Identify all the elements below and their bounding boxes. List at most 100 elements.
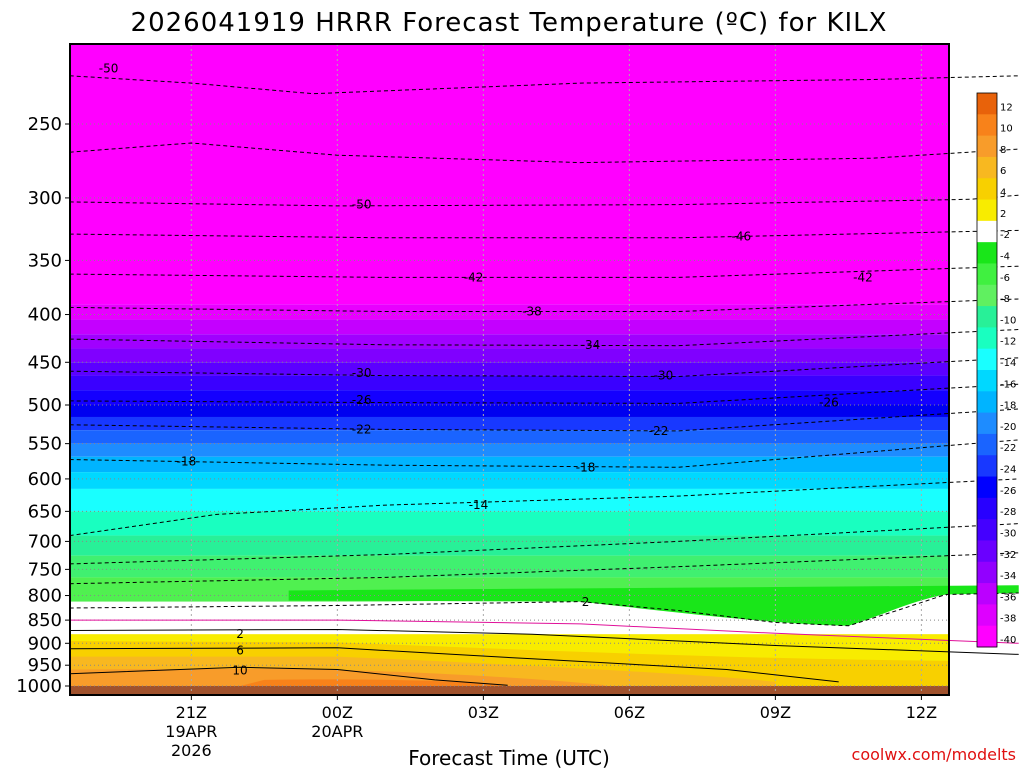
colorbar-swatch bbox=[977, 306, 997, 328]
x-axis-label: Forecast Time (UTC) bbox=[408, 746, 610, 768]
colorbar-label: -6 bbox=[1000, 273, 1010, 284]
band-8-10 bbox=[70, 668, 606, 686]
band-minus-28 bbox=[70, 390, 949, 405]
colorbar-swatch bbox=[977, 455, 997, 478]
colorbar-swatch bbox=[977, 242, 997, 264]
band-minus-12 bbox=[70, 511, 949, 536]
colorbar-label: 10 bbox=[1000, 124, 1013, 135]
colorbar-swatch bbox=[977, 497, 997, 520]
isotherm-10-solid bbox=[69, 666, 508, 686]
band-below-minus-40 bbox=[70, 44, 949, 305]
colorbar-label: 6 bbox=[1000, 166, 1006, 177]
isotherm-dashed-6 bbox=[69, 329, 1019, 347]
isotherm-dashed-11 bbox=[69, 478, 1019, 537]
isotherm-dashed-5 bbox=[69, 298, 1019, 312]
x-tick-label: 00Z bbox=[322, 703, 353, 722]
contour-label: -42 bbox=[853, 270, 873, 284]
contour-labels: -50-50-50-46-42-42-38-34-30-30-26-26-22-… bbox=[99, 61, 873, 677]
colorbar-label: -4 bbox=[1000, 251, 1010, 262]
credit-link[interactable]: coolwx.com/modelts bbox=[852, 745, 1016, 764]
contour-label: -22 bbox=[352, 422, 372, 436]
colorbar-frame bbox=[976, 92, 998, 648]
contour-label: -50 bbox=[352, 198, 372, 212]
band-minus-20 bbox=[70, 443, 949, 457]
colorbar-label: -12 bbox=[1000, 337, 1016, 348]
y-tick-label: 600 bbox=[28, 469, 62, 490]
y-tick-label: 550 bbox=[28, 434, 62, 455]
contour-label: -26 bbox=[819, 396, 839, 410]
colorbar-swatch bbox=[977, 156, 997, 179]
x-tick-label: 20APR bbox=[311, 722, 363, 741]
y-tick-label: 500 bbox=[28, 395, 62, 416]
isotherm-dashed-13 bbox=[69, 552, 1019, 585]
band-minus-24 bbox=[70, 416, 949, 431]
band-minus-10 bbox=[70, 535, 949, 556]
colorbar-label: 8 bbox=[1000, 145, 1006, 156]
isotherm-dashed-1 bbox=[69, 142, 1019, 164]
isotherm-dashed-9 bbox=[69, 408, 1019, 432]
colorbar-swatch bbox=[977, 284, 997, 307]
x-tick-label: 06Z bbox=[614, 703, 645, 722]
colorbar-label: -10 bbox=[1000, 315, 1016, 326]
contour-label: -22 bbox=[649, 424, 669, 438]
colorbar-swatch bbox=[977, 93, 997, 115]
colorbar-label: 4 bbox=[1000, 188, 1006, 199]
isotherm-6-solid bbox=[69, 647, 839, 683]
colorbar-label: -34 bbox=[1000, 571, 1016, 582]
colorbar-label: -20 bbox=[1000, 422, 1016, 433]
isotherm-dashed-0 bbox=[69, 75, 1019, 95]
band-minus-32 bbox=[70, 362, 949, 376]
band-minus-38 bbox=[70, 319, 949, 335]
colorbar-label: -8 bbox=[1000, 294, 1010, 305]
colorbar-label: -2 bbox=[1000, 230, 1010, 241]
colorbar-label: 2 bbox=[1000, 209, 1006, 220]
isotherm-0 bbox=[69, 619, 1019, 644]
band-minus-22 bbox=[70, 430, 949, 444]
colorbar-label: -22 bbox=[1000, 443, 1016, 454]
isotherm-dashed-10 bbox=[69, 439, 1019, 468]
colorbar-label: -18 bbox=[1000, 401, 1016, 412]
y-tick-label: 300 bbox=[28, 188, 62, 209]
band-minus-40 bbox=[70, 304, 949, 320]
band-minus-18 bbox=[70, 456, 949, 473]
colorbar-swatch bbox=[977, 604, 997, 627]
contour-label: -38 bbox=[522, 304, 542, 318]
colorbar: 12 10 8 6 4 2 -2 -4 -6 -8 -10 -12 -14 -16 -18 -20 -22 -24… bbox=[976, 92, 1016, 648]
isotherm-dashed-8 bbox=[69, 383, 1019, 404]
colorbar-swatch bbox=[977, 583, 997, 605]
colorbar-swatch bbox=[977, 327, 997, 350]
colorbar-swatch bbox=[977, 519, 997, 541]
band-minus-34 bbox=[70, 348, 949, 363]
colorbar-swatch bbox=[977, 178, 997, 201]
isotherm-2-solid bbox=[69, 628, 1019, 655]
contour-label: -14 bbox=[469, 498, 489, 512]
band-minus-2-wedge bbox=[288, 585, 1019, 626]
contour-label: -30 bbox=[654, 369, 674, 383]
contour-label: 6 bbox=[236, 643, 244, 657]
temperature-fill-bands bbox=[70, 44, 1019, 695]
band-minus-36 bbox=[70, 334, 949, 349]
isotherm-dashed-4 bbox=[69, 265, 1019, 278]
chart-title: 2026041919 HRRR Forecast Temperature (ºC… bbox=[131, 8, 888, 38]
colorbar-swatch bbox=[977, 391, 997, 414]
colorbar-swatch bbox=[977, 348, 997, 371]
y-tick-label: 700 bbox=[28, 531, 62, 552]
colorbar-swatch bbox=[977, 476, 997, 499]
y-tick-label: 350 bbox=[28, 250, 62, 271]
contour-label: -50 bbox=[99, 61, 119, 75]
y-tick-label: 850 bbox=[28, 610, 62, 631]
contour-label: -30 bbox=[352, 366, 372, 380]
colorbar-swatch bbox=[977, 114, 997, 137]
x-tick-label: 2026 bbox=[171, 741, 212, 760]
contour-label: -46 bbox=[732, 230, 752, 244]
ground-below-surface bbox=[70, 686, 949, 695]
band-minus-8 bbox=[70, 555, 949, 578]
y-tick-label: 900 bbox=[28, 633, 62, 654]
colorbar-label: 12 bbox=[1000, 102, 1013, 113]
colorbar-label: -14 bbox=[1000, 358, 1016, 369]
isotherm-dashed-2 bbox=[69, 194, 1019, 207]
contour-label: -34 bbox=[581, 338, 601, 352]
x-tick-label: 09Z bbox=[760, 703, 791, 722]
